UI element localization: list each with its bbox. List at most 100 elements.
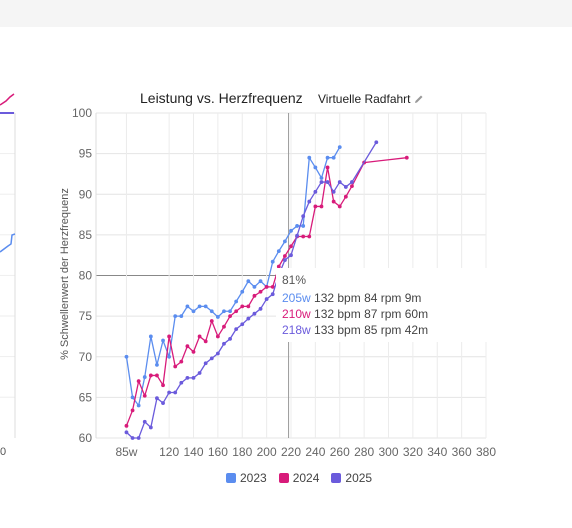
data-point-2023 <box>185 304 190 309</box>
data-point-2024 <box>173 364 178 369</box>
data-point-2025 <box>185 375 190 380</box>
data-point-2025 <box>350 180 354 184</box>
data-point-2024 <box>197 334 202 339</box>
data-point-2023 <box>215 315 220 319</box>
data-point-2024 <box>289 244 293 249</box>
data-point-2024 <box>203 339 208 344</box>
data-point-2023 <box>258 279 263 284</box>
x-tick-label: 340 <box>427 445 447 459</box>
data-point-2025 <box>264 297 269 301</box>
legend-item-2025[interactable]: 2025 <box>331 471 372 485</box>
data-point-2023 <box>203 304 208 309</box>
data-point-2025 <box>234 327 239 332</box>
x-tick-label: 140 <box>183 445 203 459</box>
data-point-2023 <box>319 176 324 180</box>
legend-swatch <box>278 473 289 483</box>
data-point-2025 <box>240 322 245 327</box>
data-point-2025 <box>374 140 379 145</box>
data-point-2023 <box>124 354 129 359</box>
data-point-2024 <box>130 408 135 413</box>
y-tick-label: 100 <box>72 106 92 120</box>
legend-swatch <box>226 473 236 483</box>
data-point-2023 <box>197 304 202 309</box>
data-point-2024 <box>167 334 172 339</box>
data-point-2025 <box>209 356 214 361</box>
data-point-2023 <box>148 334 153 339</box>
data-point-2024 <box>276 264 281 269</box>
y-tick-label: 65 <box>79 390 93 404</box>
data-point-2025 <box>283 258 287 262</box>
data-point-2024 <box>222 324 226 329</box>
data-point-2024 <box>228 314 232 319</box>
data-point-2024 <box>215 334 220 339</box>
y-tick-label: 70 <box>79 350 93 364</box>
subtitle-text: Virtuelle Radfahrt <box>318 92 411 106</box>
x-tick-label: 200 <box>257 445 277 459</box>
chart-title: Leistung vs. Herzfrequenz <box>140 90 303 106</box>
data-point-2023 <box>234 299 239 304</box>
data-point-2024 <box>313 204 318 209</box>
y-tick-label: 60 <box>79 431 93 445</box>
legend-item-2024[interactable]: 2024 <box>278 471 320 485</box>
y-axis-label: % Schwellenwert der Herzfrequenz <box>59 188 71 360</box>
data-point-2024 <box>155 373 159 378</box>
partial-series-line <box>0 93 15 106</box>
data-point-2025 <box>319 180 324 184</box>
tooltip-row: 210w 132 bpm 87 rpm 60m <box>282 306 482 322</box>
data-point-2024 <box>246 304 251 309</box>
data-point-2024 <box>136 379 141 384</box>
legend-swatch <box>331 473 342 483</box>
data-point-2025 <box>246 316 251 321</box>
data-point-2024 <box>350 184 354 189</box>
data-point-2023 <box>270 259 275 264</box>
data-point-2025 <box>222 341 226 346</box>
data-point-2025 <box>252 311 257 316</box>
data-point-2025 <box>215 351 220 356</box>
data-point-2025 <box>155 396 159 401</box>
data-point-2025 <box>258 306 263 311</box>
tooltip-row: 205w 132 bpm 84 rpm 9m <box>282 290 482 306</box>
data-point-2024 <box>343 194 348 199</box>
data-point-2025 <box>179 380 184 385</box>
data-point-2023 <box>173 314 178 319</box>
partial-tick-label: 0 <box>0 446 6 458</box>
data-point-2024 <box>331 199 336 204</box>
x-tick-label: 160 <box>208 445 228 459</box>
x-tick-label: 120 <box>159 445 179 459</box>
y-tick-label: 95 <box>79 147 93 161</box>
data-point-2023 <box>228 309 232 314</box>
data-point-2023 <box>142 375 147 379</box>
data-point-2024 <box>191 349 196 354</box>
legend-label: 2024 <box>292 471 320 485</box>
tooltip-detail: 132 bpm 87 rpm 60m <box>314 307 429 321</box>
data-point-2024 <box>209 319 214 323</box>
partial-series-line <box>0 233 16 253</box>
legend-label: 2023 <box>240 471 267 485</box>
x-tick-label: 280 <box>354 445 374 459</box>
data-point-2024 <box>404 155 409 160</box>
data-point-2025 <box>161 401 165 405</box>
data-point-2023 <box>240 289 245 294</box>
data-point-2025 <box>325 180 330 184</box>
data-point-2025 <box>124 430 129 435</box>
data-point-2024 <box>337 204 342 209</box>
x-tick-label: 380 <box>476 445 496 459</box>
data-point-2024 <box>148 373 153 378</box>
tooltip-watts: 205w <box>282 291 311 305</box>
data-point-2023 <box>337 145 342 150</box>
tooltip-watts: 218w <box>282 323 311 337</box>
chart-subtitle[interactable]: Virtuelle Radfahrt <box>318 92 424 106</box>
tooltip-detail: 133 bpm 85 rpm 42m <box>314 323 429 337</box>
tooltip-detail: 132 bpm 84 rpm 9m <box>314 291 422 305</box>
pencil-icon[interactable] <box>414 94 424 104</box>
tooltip-percent: 81% <box>282 273 307 287</box>
data-point-2023 <box>167 354 172 359</box>
data-point-2025 <box>197 371 202 375</box>
legend-item-2023[interactable]: 2023 <box>226 471 267 485</box>
data-point-2024 <box>283 254 287 258</box>
data-point-2025 <box>331 189 336 194</box>
data-point-2024 <box>185 344 190 349</box>
data-point-2023 <box>155 362 159 367</box>
data-point-2025 <box>301 214 306 219</box>
data-point-2025 <box>203 361 208 366</box>
